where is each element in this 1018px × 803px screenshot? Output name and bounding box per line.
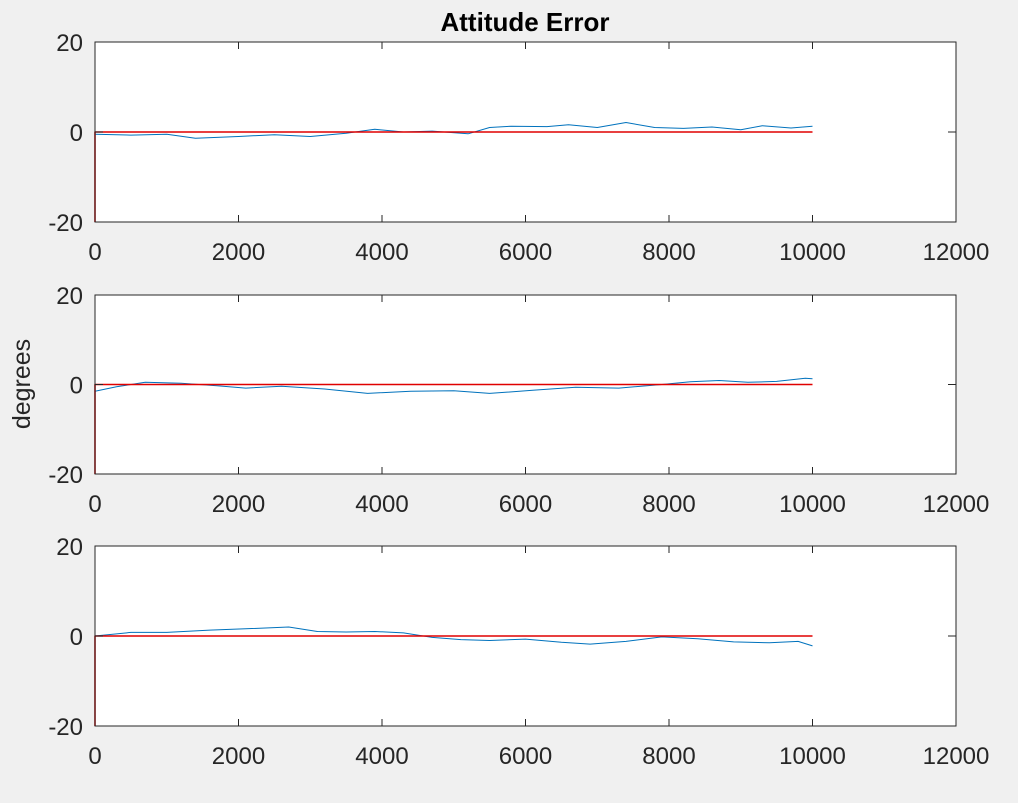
y-tick-label: -20 [48, 210, 83, 237]
x-tick-label: 2000 [212, 239, 265, 266]
x-tick-label: 12000 [923, 743, 990, 770]
y-tick-label: 0 [70, 120, 83, 147]
y-tick-label: 20 [56, 534, 83, 561]
x-tick-label: 2000 [212, 743, 265, 770]
x-tick-label: 2000 [212, 491, 265, 518]
x-tick-label: 8000 [642, 239, 695, 266]
x-tick-label: 10000 [779, 491, 846, 518]
y-tick-label: -20 [48, 714, 83, 741]
x-tick-label: 12000 [923, 491, 990, 518]
x-tick-label: 0 [88, 491, 101, 518]
x-tick-label: 6000 [499, 743, 552, 770]
x-tick-label: 12000 [923, 239, 990, 266]
x-tick-label: 4000 [355, 743, 408, 770]
y-tick-label: 0 [70, 624, 83, 651]
x-tick-label: 0 [88, 743, 101, 770]
y-axis-label: degrees [8, 339, 36, 429]
x-tick-label: 6000 [499, 239, 552, 266]
x-tick-label: 8000 [642, 491, 695, 518]
y-tick-label: 0 [70, 373, 83, 400]
x-tick-label: 8000 [642, 743, 695, 770]
error-series-line [94, 626, 813, 647]
x-tick-label: 10000 [779, 239, 846, 266]
y-tick-label: 20 [56, 283, 83, 310]
error-series-line [94, 122, 813, 139]
x-tick-label: 10000 [779, 743, 846, 770]
x-tick-label: 0 [88, 239, 101, 266]
x-tick-label: 6000 [499, 491, 552, 518]
figure-title: Attitude Error [441, 7, 610, 37]
x-tick-label: 4000 [355, 491, 408, 518]
y-tick-label: -20 [48, 462, 83, 489]
y-tick-label: 20 [56, 30, 83, 57]
x-tick-label: 4000 [355, 239, 408, 266]
